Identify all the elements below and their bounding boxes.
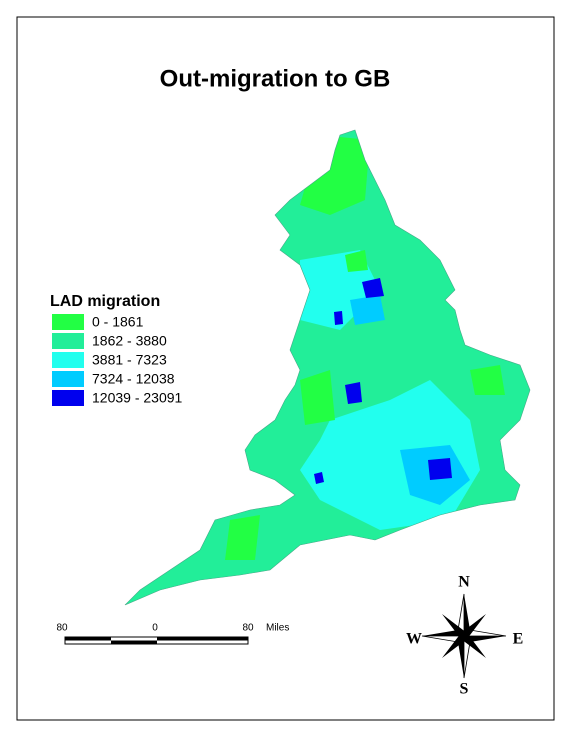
scale-label: 80: [242, 623, 254, 634]
legend-label: 1862 - 3880: [92, 333, 167, 349]
region: [300, 370, 335, 425]
region: [428, 458, 452, 480]
region: [225, 515, 260, 560]
legend-label: 0 - 1861: [92, 314, 144, 330]
compass-west: W: [406, 631, 422, 648]
scale-unit: Miles: [266, 623, 289, 634]
legend-label: 7324 - 12038: [92, 371, 175, 387]
legend-swatch: [52, 390, 84, 406]
legend-swatch: [52, 314, 84, 330]
compass-south: S: [460, 681, 469, 698]
scale-bar-segment: [111, 640, 157, 644]
compass-point: [442, 614, 486, 658]
legend-label: 12039 - 23091: [92, 390, 183, 406]
region: [470, 365, 505, 395]
legend-swatch: [52, 352, 84, 368]
region: [350, 295, 385, 325]
legend-title: LAD migration: [50, 293, 160, 310]
frame: [16, 16, 555, 721]
compass-north: N: [458, 574, 470, 591]
region: [334, 311, 343, 325]
scale-label: 0: [152, 623, 158, 634]
compass-east: E: [513, 631, 524, 648]
compass: N S W E: [406, 574, 523, 698]
legend-label: 3881 - 7323: [92, 352, 167, 368]
region: [362, 278, 384, 298]
region: [345, 250, 368, 272]
region: [345, 382, 362, 404]
legend: LAD migration 0 - 1861 1862 - 3880 3881 - …: [50, 293, 183, 406]
scale-bar-segment: [157, 637, 248, 641]
legend-swatch: [52, 333, 84, 349]
scale-bar: 80 0 80 Miles: [56, 623, 289, 645]
region: [314, 472, 324, 484]
map-title: Out-migration to GB: [160, 65, 391, 92]
scale-bar-segment: [65, 637, 111, 641]
legend-swatch: [52, 371, 84, 387]
scale-label: 80: [56, 623, 68, 634]
